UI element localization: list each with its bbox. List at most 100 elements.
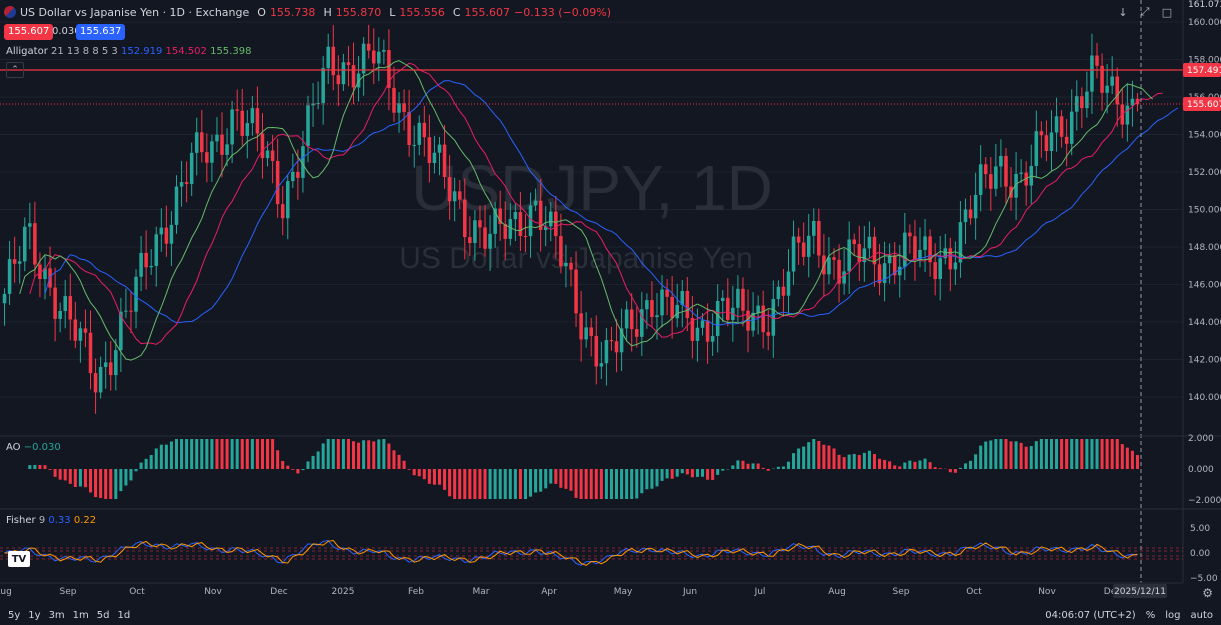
candle-body[interactable] bbox=[700, 320, 705, 328]
candle-body[interactable] bbox=[83, 328, 88, 333]
candle-body[interactable] bbox=[837, 259, 841, 284]
candle-body[interactable] bbox=[88, 332, 93, 374]
candle-body[interactable] bbox=[43, 268, 47, 280]
candle-body[interactable] bbox=[953, 262, 958, 270]
candle-body[interactable] bbox=[225, 144, 229, 155]
candle-body[interactable] bbox=[200, 132, 204, 153]
candle-body[interactable] bbox=[346, 62, 351, 66]
candle-body[interactable] bbox=[179, 182, 184, 187]
candle-body[interactable] bbox=[867, 236, 872, 249]
candle-body[interactable] bbox=[260, 133, 265, 159]
candle-body[interactable] bbox=[827, 257, 831, 275]
candle-body[interactable] bbox=[1034, 131, 1039, 166]
candle-body[interactable] bbox=[761, 305, 765, 333]
candle-body[interactable] bbox=[407, 111, 411, 146]
candle-body[interactable] bbox=[943, 248, 948, 259]
candle-body[interactable] bbox=[690, 318, 695, 341]
candle-body[interactable] bbox=[680, 290, 685, 305]
candle-body[interactable] bbox=[1090, 55, 1094, 92]
candle-body[interactable] bbox=[1075, 96, 1079, 112]
candle-body[interactable] bbox=[887, 255, 892, 264]
candle-body[interactable] bbox=[114, 350, 118, 376]
candle-body[interactable] bbox=[422, 122, 427, 138]
candle-body[interactable] bbox=[958, 222, 963, 263]
timeframe-3m[interactable]: 3m bbox=[48, 610, 65, 621]
timeframe-5y[interactable]: 5y bbox=[8, 610, 21, 621]
candle-body[interactable] bbox=[412, 144, 416, 146]
candle-body[interactable] bbox=[98, 366, 103, 393]
candle-body[interactable] bbox=[366, 43, 371, 51]
fisher-legend[interactable]: Fisher 9 0.33 0.22 bbox=[6, 515, 96, 526]
candle-body[interactable] bbox=[832, 257, 836, 260]
candle-body[interactable] bbox=[842, 271, 846, 284]
candle-body[interactable] bbox=[812, 221, 816, 236]
candle-body[interactable] bbox=[741, 288, 745, 311]
candle-body[interactable] bbox=[382, 50, 386, 52]
candle-body[interactable] bbox=[377, 51, 381, 64]
candle-body[interactable] bbox=[634, 329, 639, 337]
candle-body[interactable] bbox=[670, 296, 674, 319]
candle-body[interactable] bbox=[645, 300, 649, 310]
candle-body[interactable] bbox=[852, 239, 857, 245]
candle-body[interactable] bbox=[614, 341, 619, 353]
gear-icon[interactable]: ⚙ bbox=[1202, 586, 1213, 600]
candle-body[interactable] bbox=[280, 204, 285, 219]
candle-body[interactable] bbox=[533, 200, 538, 206]
candle-body[interactable] bbox=[58, 310, 62, 319]
candle-body[interactable] bbox=[387, 50, 391, 88]
candle-body[interactable] bbox=[660, 289, 664, 316]
candle-body[interactable] bbox=[594, 335, 599, 367]
candle-body[interactable] bbox=[230, 109, 234, 145]
candle-body[interactable] bbox=[311, 103, 315, 106]
candle-body[interactable] bbox=[361, 43, 366, 74]
maximize-icon[interactable]: □ bbox=[1161, 5, 1173, 19]
candle-body[interactable] bbox=[994, 166, 998, 189]
candle-body[interactable] bbox=[291, 171, 295, 182]
candle-body[interactable] bbox=[1004, 155, 1008, 187]
candle-body[interactable] bbox=[973, 194, 978, 219]
candle-body[interactable] bbox=[1019, 172, 1023, 174]
candle-body[interactable] bbox=[978, 164, 983, 195]
candle-body[interactable] bbox=[184, 182, 189, 184]
candle-body[interactable] bbox=[786, 271, 791, 296]
candle-body[interactable] bbox=[73, 319, 78, 341]
candle-body[interactable] bbox=[1080, 96, 1084, 109]
candle-body[interactable] bbox=[437, 144, 442, 153]
candle-body[interactable] bbox=[543, 226, 548, 230]
candle-body[interactable] bbox=[584, 327, 588, 340]
candle-body[interactable] bbox=[968, 209, 973, 219]
candle-body[interactable] bbox=[1130, 98, 1135, 106]
candle-body[interactable] bbox=[483, 227, 487, 249]
candle-body[interactable] bbox=[255, 108, 260, 134]
candle-body[interactable] bbox=[2, 293, 7, 304]
candle-body[interactable] bbox=[457, 191, 462, 200]
candle-body[interactable] bbox=[392, 87, 396, 113]
candle-body[interactable] bbox=[68, 296, 73, 320]
candle-body[interactable] bbox=[1105, 85, 1109, 93]
candle-body[interactable] bbox=[447, 177, 452, 202]
candle-body[interactable] bbox=[720, 297, 725, 301]
candle-body[interactable] bbox=[559, 236, 563, 267]
tradingview-logo[interactable]: TV bbox=[8, 551, 30, 567]
candle-body[interactable] bbox=[210, 141, 214, 163]
timeframe-1y[interactable]: 1y bbox=[28, 610, 41, 621]
candle-body[interactable] bbox=[240, 110, 245, 136]
candle-body[interactable] bbox=[508, 219, 513, 239]
buy-price-button[interactable]: 155.637 bbox=[76, 24, 126, 40]
candle-body[interactable] bbox=[776, 286, 781, 300]
candle-body[interactable] bbox=[22, 226, 27, 262]
candle-body[interactable] bbox=[1039, 131, 1044, 136]
candle-body[interactable] bbox=[427, 137, 432, 164]
candle-body[interactable] bbox=[215, 134, 219, 142]
candle-body[interactable] bbox=[331, 46, 336, 76]
symbol-header[interactable]: US Dollar vs Japanise Yen · 1D · Exchang… bbox=[4, 3, 611, 21]
candle-body[interactable] bbox=[270, 150, 275, 161]
candle-body[interactable] bbox=[473, 220, 477, 244]
candle-body[interactable] bbox=[285, 181, 290, 219]
candle-body[interactable] bbox=[897, 266, 902, 276]
candle-body[interactable] bbox=[528, 205, 533, 237]
candle-body[interactable] bbox=[609, 340, 614, 342]
candle-body[interactable] bbox=[442, 144, 447, 178]
candle-body[interactable] bbox=[402, 103, 406, 112]
